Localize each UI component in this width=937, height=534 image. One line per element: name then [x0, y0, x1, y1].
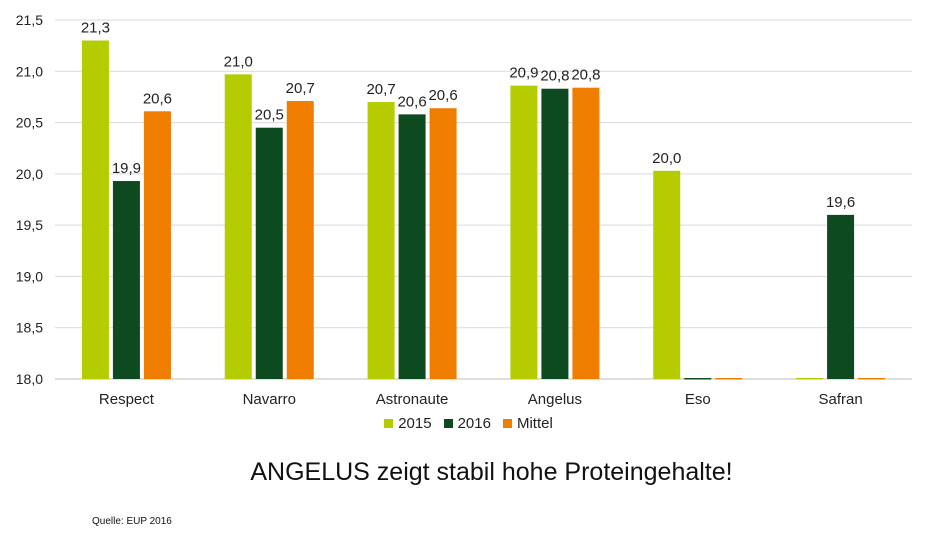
legend-item-mittel: Mittel [502, 415, 553, 432]
bar-empty [715, 378, 743, 380]
source-note: Quelle: EUP 2016 [92, 516, 172, 527]
data-label: 20,9 [509, 65, 538, 82]
data-label: 20,6 [143, 90, 172, 107]
data-label: 20,5 [255, 107, 284, 124]
legend-swatch-2016 [443, 419, 453, 428]
legend-swatch-mittel [502, 419, 512, 428]
bar [255, 127, 283, 379]
y-tick-label: 21,0 [16, 63, 43, 79]
bar-empty [684, 378, 712, 380]
legend-label-2016: 2016 [457, 415, 491, 432]
y-tick-label: 19,0 [16, 268, 43, 284]
data-label: 20,7 [366, 81, 395, 98]
data-label: 21,3 [81, 20, 110, 37]
bar [143, 111, 171, 379]
headline: ANGELUS zeigt stabil hohe Proteingehalte… [250, 458, 733, 486]
category-label: Navarro [243, 391, 296, 408]
y-tick-label: 20,5 [16, 115, 43, 131]
bar [112, 181, 140, 379]
y-tick-label: 18,0 [16, 371, 43, 387]
category-label: Astronaute [376, 391, 449, 408]
category-label: Safran [818, 391, 862, 408]
category-label: Eso [685, 391, 711, 408]
data-label: 20,8 [540, 68, 569, 85]
data-label: 21,0 [224, 53, 253, 70]
legend-label-mittel: Mittel [516, 415, 553, 432]
y-tick-label: 20,0 [16, 166, 43, 182]
data-label: 20,6 [428, 87, 457, 104]
legend-item-2016: 2016 [443, 415, 491, 432]
y-tick-label: 18,5 [16, 320, 43, 336]
bar-chart: 18,0 18,5 19,0 19,5 20,0 20,5 21,0 21,5 21,3 19,9… [16, 12, 912, 408]
bar-empty [858, 378, 886, 380]
bar [827, 214, 855, 379]
data-label: 20,7 [286, 80, 315, 97]
legend: 2015 2016 Mittel [0, 415, 937, 432]
bar [367, 102, 395, 380]
bar [541, 88, 569, 380]
legend-label-2015: 2015 [398, 415, 432, 432]
bar [398, 114, 426, 379]
y-tick-label: 19,5 [16, 217, 43, 233]
bar [286, 101, 314, 379]
bar [510, 85, 538, 379]
bar [429, 108, 457, 379]
y-tick-label: 21,5 [16, 12, 43, 28]
data-label: 19,6 [826, 194, 855, 211]
category-label: Respect [99, 391, 155, 408]
bar [81, 40, 109, 380]
bar [224, 74, 252, 379]
category-label: Angelus [528, 391, 582, 408]
legend-item-2015: 2015 [384, 415, 432, 432]
data-label: 19,9 [112, 160, 141, 177]
legend-swatch-2015 [384, 419, 394, 428]
bar [653, 170, 681, 379]
data-label: 20,0 [652, 150, 681, 167]
bar [572, 87, 600, 379]
data-label: 20,8 [571, 67, 600, 84]
bar-empty [796, 378, 824, 380]
data-label: 20,6 [397, 93, 426, 110]
